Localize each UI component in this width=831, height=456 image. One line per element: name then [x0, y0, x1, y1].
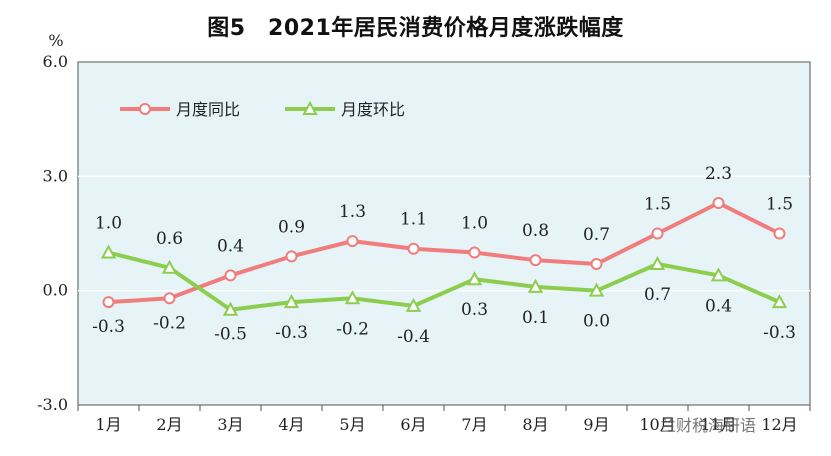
data-point [222, 301, 239, 316]
data-point [283, 294, 300, 309]
y-tick-label: 3.0 [43, 166, 68, 185]
data-label: 0.1 [522, 308, 549, 328]
data-label: 0.9 [278, 217, 305, 237]
data-label: 0.0 [583, 312, 610, 332]
series-line-2 [108, 250, 781, 312]
data-point [527, 278, 544, 293]
plot-area [77, 61, 811, 406]
x-tick-label: 3月 [217, 415, 243, 434]
y-unit-label: % [48, 31, 63, 50]
data-point [588, 282, 605, 297]
legend-label: 月度同比 [176, 100, 240, 119]
data-label: 1.5 [644, 195, 671, 215]
data-point [100, 244, 117, 259]
data-point [773, 227, 786, 240]
x-tick-label: 1月 [95, 415, 121, 434]
x-tick-label: 12月 [761, 415, 797, 434]
data-label: 0.8 [522, 221, 549, 241]
x-tick-label: 11月 [700, 415, 736, 434]
x-tick-label: 8月 [522, 415, 548, 434]
data-point [712, 197, 725, 210]
data-label: 1.0 [461, 214, 488, 234]
data-label: -0.4 [397, 327, 430, 347]
x-tick-label: 5月 [339, 415, 365, 434]
series-line-1 [108, 201, 781, 305]
data-label: 1.3 [339, 202, 366, 222]
data-point [466, 271, 483, 286]
data-label: -0.3 [92, 317, 125, 337]
data-label: 1.1 [400, 210, 427, 230]
data-label: 0.4 [705, 296, 732, 316]
data-point [102, 296, 115, 309]
data-label: -0.3 [275, 323, 308, 343]
data-point [224, 269, 237, 282]
chart-title: 图5 2021年居民消费价格月度涨跌幅度 [207, 16, 624, 41]
x-tick-label: 2月 [156, 415, 182, 434]
data-point [285, 250, 298, 263]
data-point [590, 257, 603, 270]
legend-marker [302, 100, 318, 115]
watermark-text: 兰财税海研语 [660, 416, 757, 435]
data-label: 0.3 [461, 300, 488, 320]
x-tick-label: 9月 [583, 415, 609, 434]
x-tick-label: 4月 [278, 415, 304, 434]
y-tick-label: -3.0 [37, 395, 68, 414]
data-label: 0.7 [644, 285, 671, 305]
data-point [407, 242, 420, 255]
data-label: 2.3 [705, 164, 732, 184]
data-label: 0.4 [217, 236, 244, 256]
data-label: 0.7 [583, 225, 610, 245]
legend-marker [139, 103, 151, 115]
data-point [468, 246, 481, 259]
y-tick-label: 6.0 [43, 52, 68, 71]
data-point [405, 297, 422, 312]
data-label: 1.0 [95, 214, 122, 234]
data-point [649, 255, 666, 270]
data-point [346, 235, 359, 248]
y-tick-label: 0.0 [43, 281, 68, 300]
data-point [344, 290, 361, 305]
data-point [163, 292, 176, 305]
data-point [710, 267, 727, 282]
legend-label: 月度环比 [341, 100, 405, 119]
data-point [529, 254, 542, 267]
data-point [161, 259, 178, 274]
x-tick-label: 7月 [461, 415, 487, 434]
data-label: -0.2 [336, 319, 369, 339]
data-point [651, 227, 664, 240]
data-label: -0.2 [153, 313, 186, 333]
data-label: -0.5 [214, 325, 247, 345]
data-point [771, 294, 788, 309]
x-tick-label: 6月 [400, 415, 426, 434]
data-label: 0.6 [156, 229, 183, 249]
x-tick-label: 10月 [639, 415, 675, 434]
data-label: -0.3 [763, 323, 796, 343]
data-label: 1.5 [766, 195, 793, 215]
